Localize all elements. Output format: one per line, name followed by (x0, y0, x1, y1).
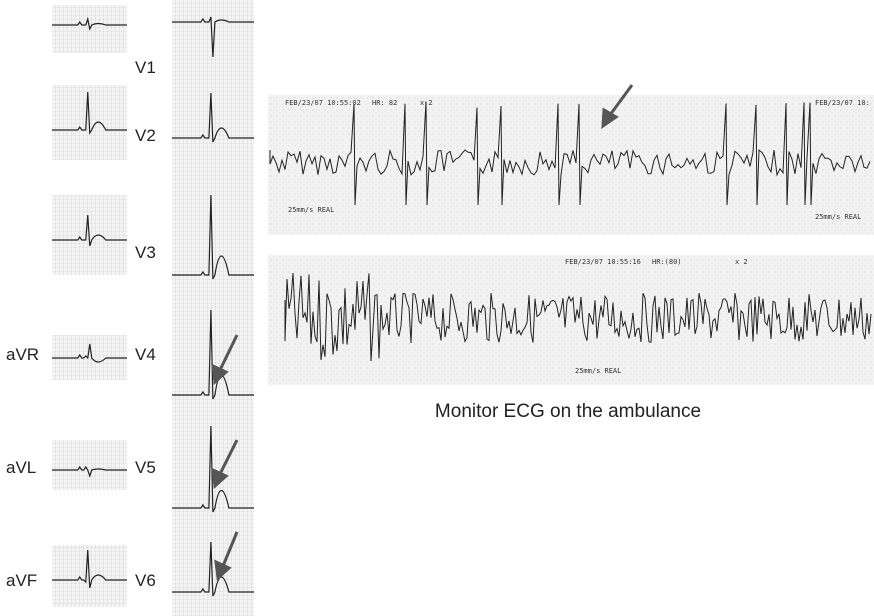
strip-gain: x 2 (420, 99, 433, 107)
lead-label: aVL (6, 458, 36, 477)
strip-hr: HR: 82 (372, 99, 397, 107)
strip-speed: 25mm/s REAL (575, 367, 621, 375)
monitor-strip (268, 255, 874, 385)
ecg-trace (172, 194, 254, 280)
ecg-trace (52, 214, 127, 247)
ecg-trace (172, 16, 254, 58)
lead-label: V3 (135, 243, 156, 262)
ecg-trace (172, 425, 254, 513)
ecg-trace (172, 541, 254, 597)
strip-stamp: FEB/23/07 10: (815, 99, 870, 107)
lead-label: V6 (135, 571, 156, 590)
ecg-panels (52, 0, 874, 616)
strip-gain: x 2 (735, 258, 748, 266)
ecg-trace (52, 343, 127, 363)
grid-panel (52, 440, 127, 490)
arrows (211, 84, 634, 582)
strip-speed: 25mm/s REAL (815, 213, 861, 221)
ecg-trace (52, 16, 127, 31)
strip-stamp: FEB/23/07 10:55:02 (285, 99, 361, 107)
ecg-trace (52, 549, 127, 589)
lead-label: V5 (135, 458, 156, 477)
ecg-trace (172, 309, 254, 400)
ecg-traces (52, 16, 872, 597)
lead-label: V2 (135, 126, 156, 145)
monitor-strip (268, 95, 874, 235)
strip-speed: 25mm/s REAL (288, 206, 334, 214)
caption: Monitor ECG on the ambulance (435, 401, 701, 422)
lead-label: V4 (135, 345, 156, 364)
lead-label: V1 (135, 58, 156, 77)
monitor-trace (269, 101, 871, 206)
lead-label: aVR (6, 345, 39, 364)
ecg-trace (172, 92, 254, 143)
strip-hr: HR:(80) (652, 258, 682, 266)
grid-panel (172, 0, 254, 616)
ecg-trace (52, 91, 127, 135)
lead-label: aVF (6, 571, 37, 590)
ecg-trace (52, 465, 127, 478)
monitor-trace (284, 272, 872, 362)
strip-stamp: FEB/23/07 10:55:16 (565, 258, 641, 266)
